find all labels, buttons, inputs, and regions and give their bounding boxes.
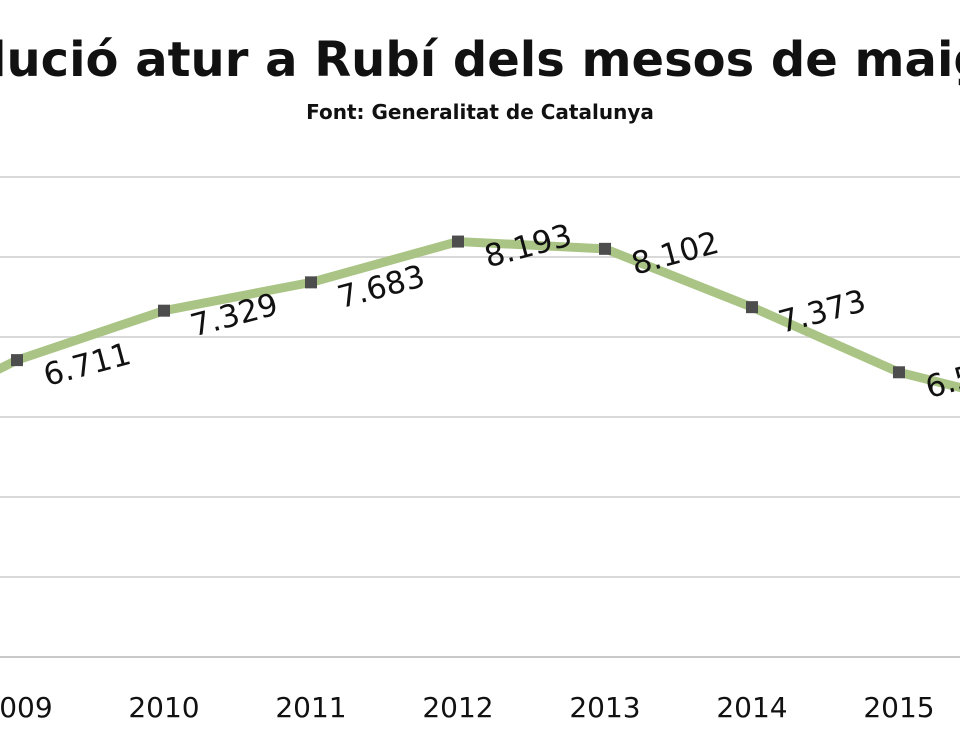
x-tick-label: 2009 (0, 691, 53, 724)
x-tick-label: 2010 (128, 691, 199, 724)
data-point-marker (893, 366, 905, 379)
x-tick-label: 2012 (422, 691, 493, 724)
x-tick-label: 2015 (863, 691, 934, 724)
x-tick-label: 2013 (569, 691, 640, 724)
x-axis-ticks: 2009 2010 2011 2012 2013 2014 2015 (0, 691, 935, 724)
chart-title: lució atur a Rubí dels mesos de maig '08… (0, 32, 960, 88)
data-label: 6.5 (922, 358, 960, 406)
data-label: 7.373 (775, 283, 870, 341)
data-point-marker (305, 276, 317, 289)
data-point-marker (452, 235, 464, 248)
markers (11, 235, 905, 379)
grid-lines (0, 176, 960, 658)
data-point-marker (11, 354, 23, 367)
data-label: 8.193 (481, 218, 576, 276)
data-point-marker (746, 301, 758, 314)
chart-subtitle: Font: Generalitat de Catalunya (306, 100, 654, 124)
x-tick-label: 2014 (716, 691, 787, 724)
data-point-marker (599, 242, 611, 255)
data-point-marker (158, 304, 170, 317)
x-tick-label: 2011 (275, 691, 346, 724)
